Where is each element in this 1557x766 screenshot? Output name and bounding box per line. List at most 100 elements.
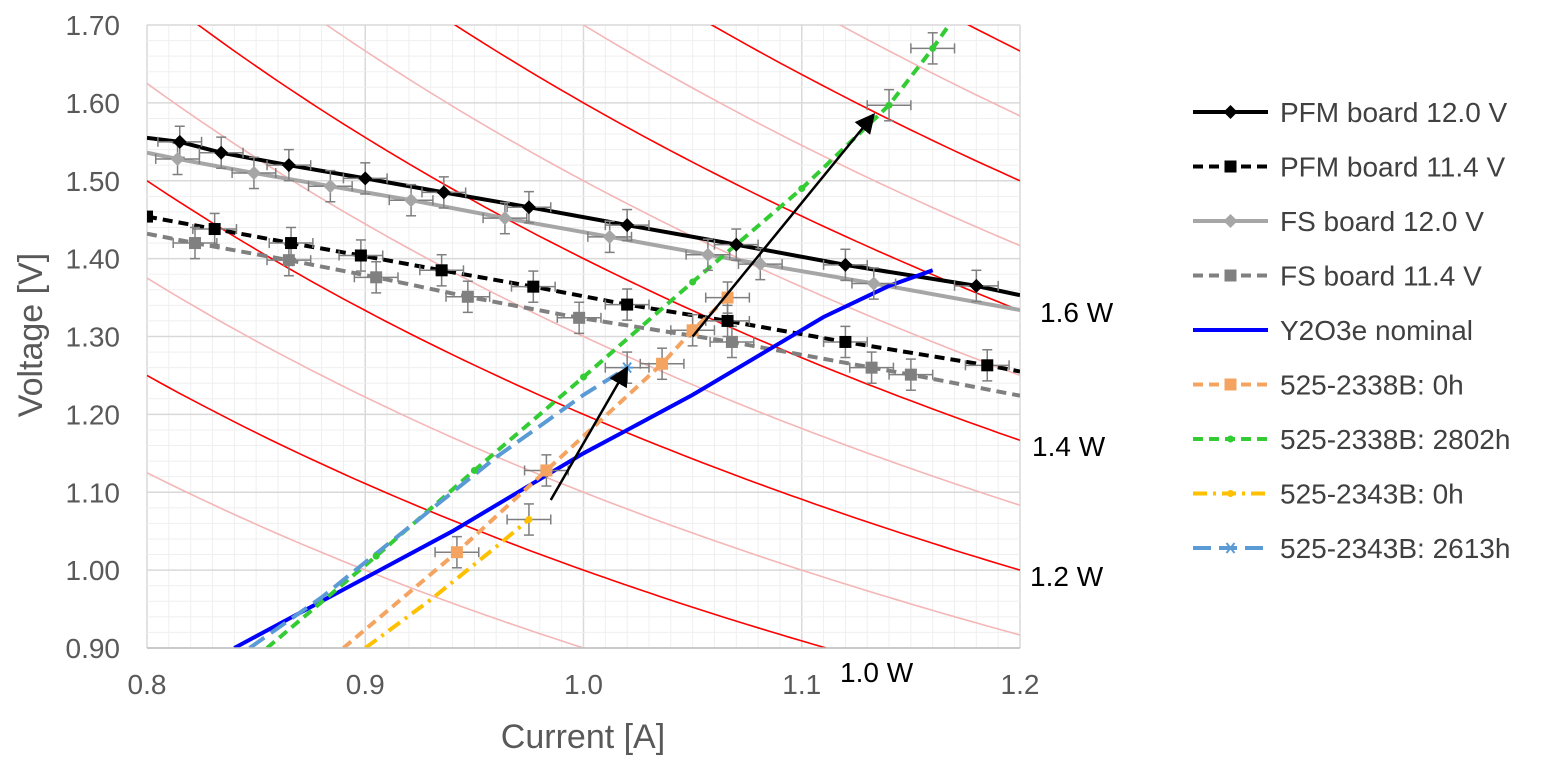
dot-marker (1227, 490, 1234, 497)
diamond-marker (1223, 105, 1238, 119)
dot-marker (1227, 435, 1234, 443)
diamond-marker (753, 257, 768, 272)
iso-power-line-minor (325, 25, 1020, 377)
x-tick-label: 1.2 (1001, 669, 1040, 700)
series-markers (147, 44, 994, 560)
legend-item: PFM board 12.0 V (1193, 97, 1508, 128)
square-marker (450, 546, 463, 559)
series-line (265, 25, 952, 648)
diamond-marker (620, 218, 635, 233)
square-marker (656, 357, 669, 370)
diamond-marker (729, 237, 744, 252)
series-line (147, 231, 1020, 398)
axes: 0.8 0.9 1.0 1.1 1.2 0.90 1.00 1.10 1.20 1.30 1.40 1… (66, 10, 1040, 700)
gridlines (146, 24, 1021, 649)
annotation-arrow (549, 365, 629, 501)
square-marker (282, 254, 295, 267)
y-tick-label: 1.20 (66, 399, 121, 430)
legend-item: 525-2338B: 0h (1193, 370, 1464, 401)
series-line (248, 365, 629, 648)
dot-marker (525, 516, 533, 524)
square-marker (621, 298, 634, 311)
diamond-marker (969, 278, 984, 293)
legend-label: FS board 11.4 V (1280, 261, 1482, 292)
legend-label: PFM board 11.4 V (1280, 152, 1505, 183)
iso-power-line-major (147, 180, 1020, 571)
legend-item: FS board 12.0 V (1193, 206, 1484, 237)
y-tick-label: 1.30 (66, 322, 121, 353)
square-marker (865, 361, 878, 374)
diamond-marker (170, 151, 185, 166)
legend-label: 525-2343B: 2613h (1280, 533, 1510, 564)
square-marker (435, 264, 448, 277)
legend-label: PFM board 12.0 V (1280, 97, 1508, 128)
diamond-marker (246, 165, 261, 180)
legend-item: PFM board 11.4 V (1193, 152, 1505, 183)
iso-power-line-major (710, 25, 1020, 182)
square-marker (208, 223, 221, 236)
square-marker (721, 291, 734, 304)
legend-label: Y2O3e nominal (1280, 315, 1473, 346)
dot-marker (929, 44, 937, 52)
diamond-marker (602, 229, 617, 244)
y-tick-label: 1.70 (66, 10, 121, 41)
y-axis-title: Voltage [V] (12, 253, 50, 417)
error-bars (154, 32, 1010, 569)
square-marker (904, 368, 917, 381)
square-marker (540, 464, 553, 477)
square-marker (573, 311, 586, 324)
square-marker (461, 290, 474, 303)
iso-power-label: 1.0 W (840, 657, 914, 688)
y-tick-label: 1.10 (66, 477, 121, 508)
square-marker (354, 249, 367, 262)
square-marker (1224, 160, 1237, 173)
iso-power-label: 1.6 W (1040, 297, 1114, 328)
y-tick-label: 1.50 (66, 166, 121, 197)
iso-power-line-major (147, 374, 829, 648)
x-axis-title: Current [A] (501, 718, 665, 756)
square-marker (189, 237, 202, 250)
diamond-marker (172, 134, 187, 149)
square-marker (981, 359, 994, 372)
dot-marker (885, 101, 893, 109)
legend: PFM board 12.0 V PFM board 11.4 V FS board… (1193, 97, 1510, 564)
iso-power-line-minor (147, 277, 1020, 636)
diamond-marker (404, 193, 419, 208)
legend-item: FS board 11.4 V (1193, 261, 1482, 292)
y-tick-label: 1.00 (66, 555, 121, 586)
square-marker (721, 314, 734, 327)
y-tick-label: 1.40 (66, 244, 121, 275)
dot-marker (372, 552, 380, 560)
diamond-marker (323, 179, 338, 194)
dot-marker (798, 185, 806, 193)
diamond-marker (214, 145, 229, 160)
square-marker (839, 335, 852, 348)
square-marker (527, 280, 540, 293)
series-line (364, 517, 531, 648)
legend-label: 525-2338B: 2802h (1280, 424, 1510, 455)
dot-marker (580, 373, 587, 381)
diamond-marker (866, 276, 881, 291)
square-marker (285, 237, 298, 250)
square-marker (725, 335, 738, 348)
legend-label: 525-2338B: 0h (1280, 370, 1464, 401)
y-tick-label: 1.60 (66, 88, 121, 119)
legend-item: Y2O3e nominal (1193, 315, 1473, 346)
legend-item: 525-2343B: 0h (1193, 479, 1464, 510)
iso-power-line-major (453, 25, 1020, 312)
x-tick-label: 0.9 (346, 669, 385, 700)
dot-marker (689, 278, 697, 286)
annotation-arrow (691, 113, 876, 338)
square-marker (1224, 269, 1237, 282)
star-marker (1224, 542, 1237, 554)
legend-label: 525-2343B: 0h (1280, 479, 1464, 510)
x-tick-label: 1.1 (782, 669, 821, 700)
legend-item: 525-2343B: 2613h (1193, 533, 1510, 564)
iso-power-line-minor (147, 472, 587, 648)
diamond-marker (521, 200, 536, 215)
iso-power-line-minor (838, 25, 1020, 117)
diamond-marker (1223, 214, 1238, 228)
iso-power-line-minor (581, 25, 1020, 247)
iso-power-label: 1.4 W (1032, 431, 1106, 462)
